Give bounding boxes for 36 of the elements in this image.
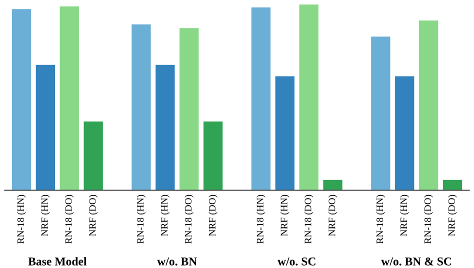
- text: NRF (DO): [88, 194, 98, 236]
- text: NRF (HN): [160, 194, 170, 236]
- text: NRF (DO): [448, 194, 457, 236]
- x-tick-label: Base Model: [28, 257, 87, 266]
- bar: [323, 180, 342, 190]
- text: RN-18 (DO): [64, 194, 74, 244]
- text: NRF (HN): [400, 194, 410, 236]
- bar: [203, 122, 223, 190]
- bar: [60, 6, 79, 190]
- x-tick-label: w/o. SC: [278, 258, 316, 266]
- text: RN-18 (HN): [256, 194, 266, 244]
- text: RN-18 (DO): [184, 194, 194, 244]
- bar: [371, 36, 390, 190]
- bar: [132, 24, 151, 190]
- text: RN-18 (HN): [376, 194, 386, 244]
- text: NRF (DO): [208, 194, 218, 236]
- bar: [442, 180, 462, 190]
- bar: [275, 76, 294, 190]
- text: RN-18 (HN): [136, 194, 146, 244]
- bar: [36, 64, 56, 190]
- bar: [299, 4, 318, 190]
- bar: [84, 122, 103, 190]
- text: NRF (HN): [280, 194, 290, 236]
- bar: [12, 9, 32, 190]
- text: NRF (DO): [328, 194, 338, 236]
- bar: [180, 28, 199, 190]
- x-tick-label: w/o. BN & SC: [381, 257, 452, 266]
- text: RN-18 (DO): [424, 194, 433, 244]
- text: RN-18 (DO): [304, 194, 314, 244]
- bar: [156, 64, 175, 190]
- text: RN-18 (HN): [17, 194, 26, 244]
- bar: [418, 20, 438, 190]
- bar: [251, 7, 271, 190]
- text: NRF (HN): [41, 194, 50, 236]
- bar: [395, 76, 414, 190]
- x-tick-label: w/o. BN: [157, 258, 197, 266]
